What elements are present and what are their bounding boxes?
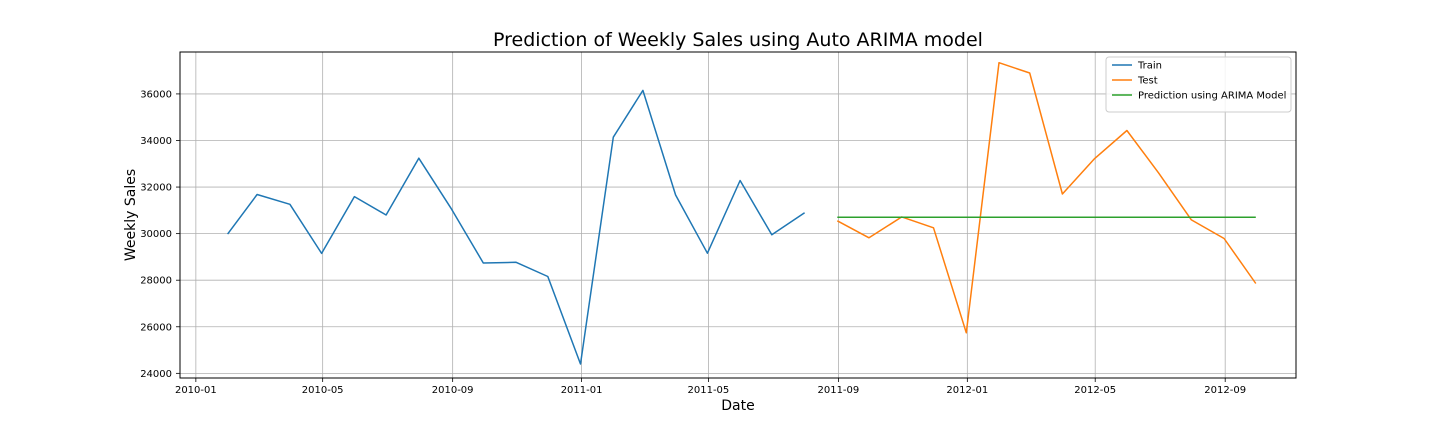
x-tick-label: 2011-09 <box>817 385 859 396</box>
y-axis-label: Weekly Sales <box>123 169 139 261</box>
x-tick-label: 2010-01 <box>175 385 217 396</box>
series-line-train <box>226 89 806 365</box>
x-tick-label: 2012-05 <box>1074 385 1116 396</box>
chart-title: Prediction of Weekly Sales using Auto AR… <box>493 29 983 51</box>
plot-frame <box>179 51 1297 379</box>
series-layer <box>226 61 1257 365</box>
x-tick-label: 2011-05 <box>688 385 730 396</box>
y-tick-label: 30000 <box>140 229 172 240</box>
y-tick-label: 26000 <box>140 322 172 333</box>
x-axis: 2010-01 2010-05 2010-09 2011-01 2011-05 2011-… <box>175 378 1246 396</box>
legend-label: Train <box>1137 61 1162 72</box>
x-tick-label: 2011-01 <box>561 385 603 396</box>
y-axis: 24000 26000 28000 30000 32000 34000 36000 <box>140 89 180 380</box>
y-tick-label: 24000 <box>140 369 172 380</box>
x-tick-label: 2012-01 <box>946 385 988 396</box>
legend: Train Test Prediction using ARIMA Model <box>1105 56 1292 113</box>
y-tick-label: 32000 <box>140 183 172 194</box>
x-tick-label: 2012-09 <box>1204 385 1246 396</box>
y-tick-label: 28000 <box>140 276 172 287</box>
x-tick-label: 2010-05 <box>302 385 344 396</box>
series-line-test <box>836 61 1257 334</box>
legend-label: Prediction using ARIMA Model <box>1138 91 1286 102</box>
legend-box <box>1105 56 1292 113</box>
x-axis-label: Date <box>721 398 754 414</box>
y-tick-label: 36000 <box>140 89 172 100</box>
y-tick-label: 34000 <box>140 136 172 147</box>
x-tick-label: 2010-09 <box>432 385 474 396</box>
legend-label: Test <box>1137 76 1158 87</box>
